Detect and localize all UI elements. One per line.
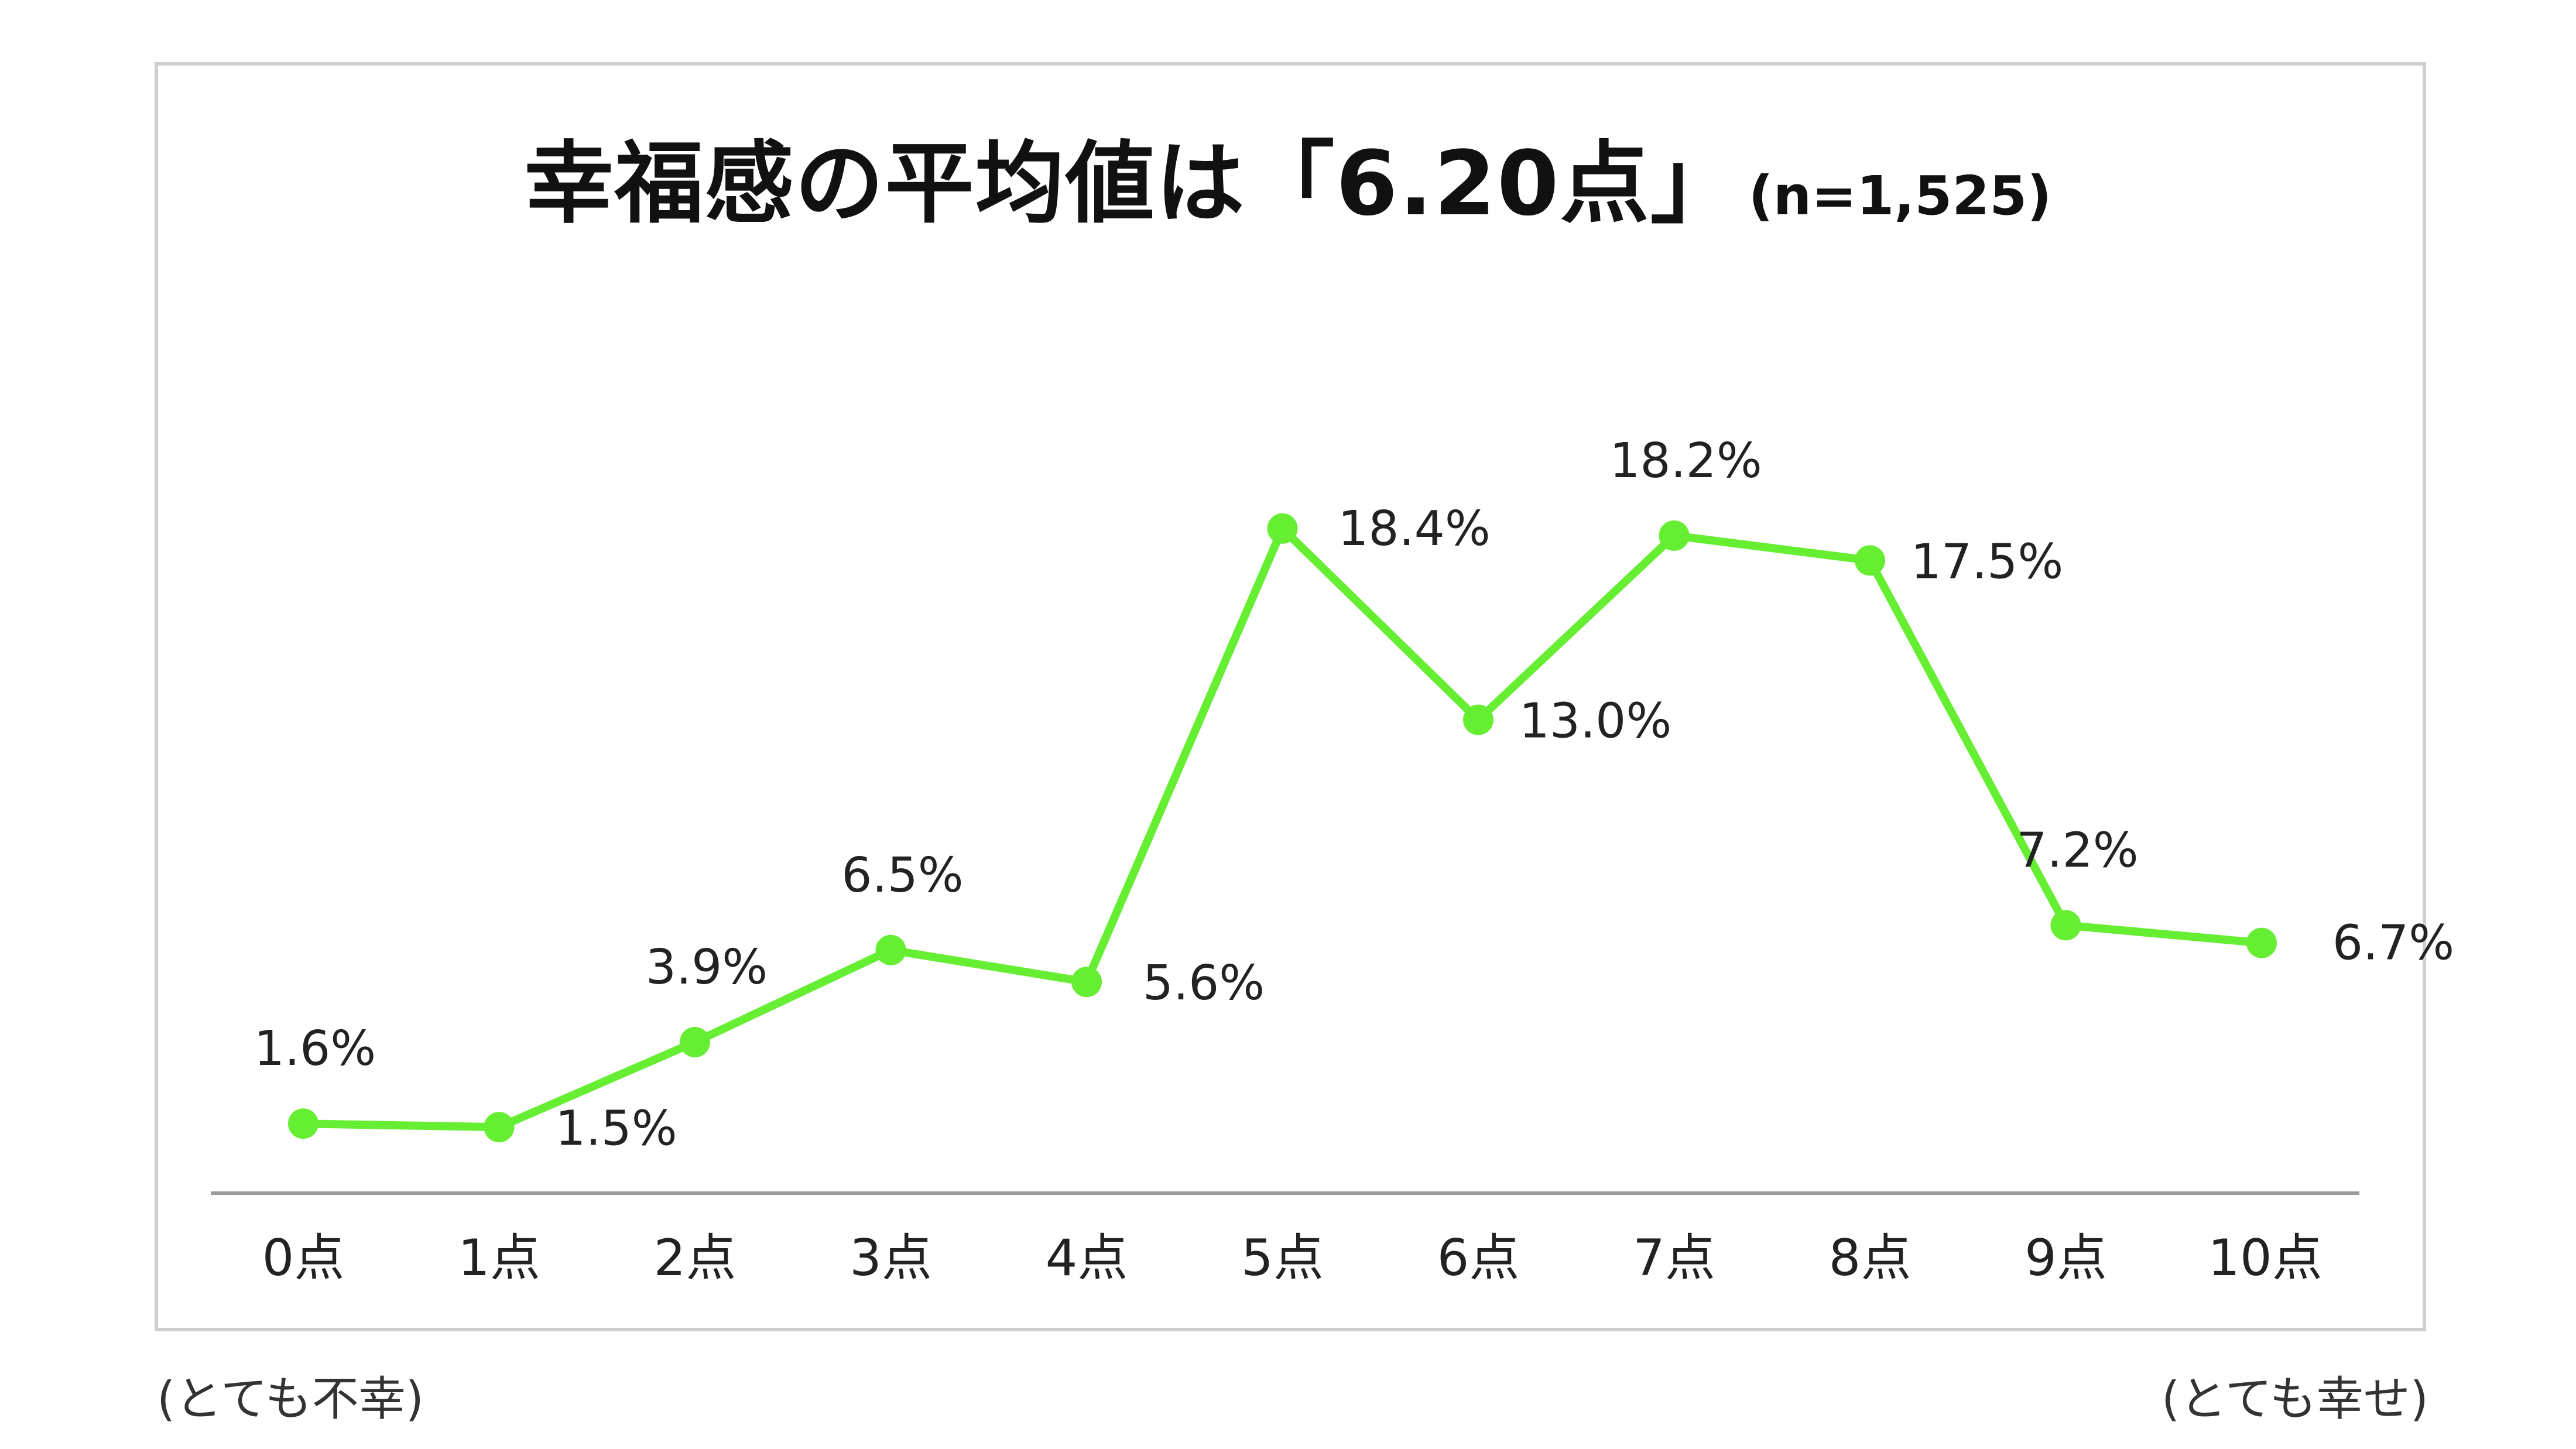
x-tick-labels-layer: 0点 1点 2点 3点 4点 5点 6点 7点 8点 9点 10点: [262, 1229, 2322, 1287]
data-label-3: 6.5%: [841, 848, 963, 903]
x-tick-label-0: 0点: [262, 1229, 345, 1287]
data-point-6: [1463, 704, 1493, 735]
data-point-1: [484, 1112, 515, 1143]
x-tick-label-9: 9点: [2025, 1229, 2107, 1287]
chart-title: 幸福感の平均値は「6.20点」 (n=1,525): [0, 111, 2576, 240]
data-label-4: 5.6%: [1143, 955, 1265, 1011]
x-tick-label-7: 7点: [1633, 1229, 1715, 1287]
points-layer: [288, 513, 2277, 1143]
data-labels-layer: 1.6% 1.5% 3.9% 6.5% 5.6% 18.4% 13.0% 18.2% 17.5%…: [254, 433, 2454, 1156]
x-tick-label-2: 2点: [654, 1229, 737, 1287]
x-tick-label-5: 5点: [1241, 1229, 1324, 1287]
chart-subtitle: (n=1,525): [1748, 165, 2052, 227]
x-tick-label-4: 4点: [1046, 1229, 1128, 1287]
scale-note-right: (とても幸せ): [2161, 1372, 2428, 1426]
data-label-1: 1.5%: [555, 1101, 677, 1156]
x-tick-label-10: 10点: [2208, 1229, 2322, 1287]
data-label-7: 18.2%: [1609, 433, 1762, 489]
data-label-8: 17.5%: [1911, 534, 2064, 590]
chart-frame: [155, 62, 2426, 1331]
data-label-2: 3.9%: [646, 940, 768, 995]
series-line: [299, 524, 2266, 1132]
scale-note-left: (とても不幸): [157, 1372, 424, 1426]
data-point-0: [288, 1108, 318, 1139]
series-layer: [299, 524, 2266, 1132]
data-point-5: [1267, 513, 1298, 544]
data-point-10: [2246, 927, 2277, 958]
data-point-2: [680, 1027, 710, 1058]
data-label-6: 13.0%: [1519, 694, 1672, 749]
x-tick-label-3: 3点: [849, 1229, 932, 1287]
data-point-4: [1071, 967, 1102, 998]
data-point-8: [1855, 545, 1885, 576]
data-label-5: 18.4%: [1338, 501, 1491, 557]
x-tick-label-6: 6点: [1437, 1229, 1520, 1287]
x-tick-label-8: 8点: [1829, 1229, 1912, 1287]
data-label-10: 6.7%: [2332, 916, 2454, 971]
x-tick-label-1: 1点: [458, 1229, 540, 1287]
data-label-9: 7.2%: [2016, 823, 2138, 878]
chart-title-main: 幸福感の平均値は「6.20点」: [524, 132, 1741, 235]
data-point-9: [2050, 910, 2081, 941]
data-point-7: [1659, 520, 1690, 551]
data-label-0: 1.6%: [254, 1021, 376, 1077]
data-point-3: [875, 934, 906, 965]
